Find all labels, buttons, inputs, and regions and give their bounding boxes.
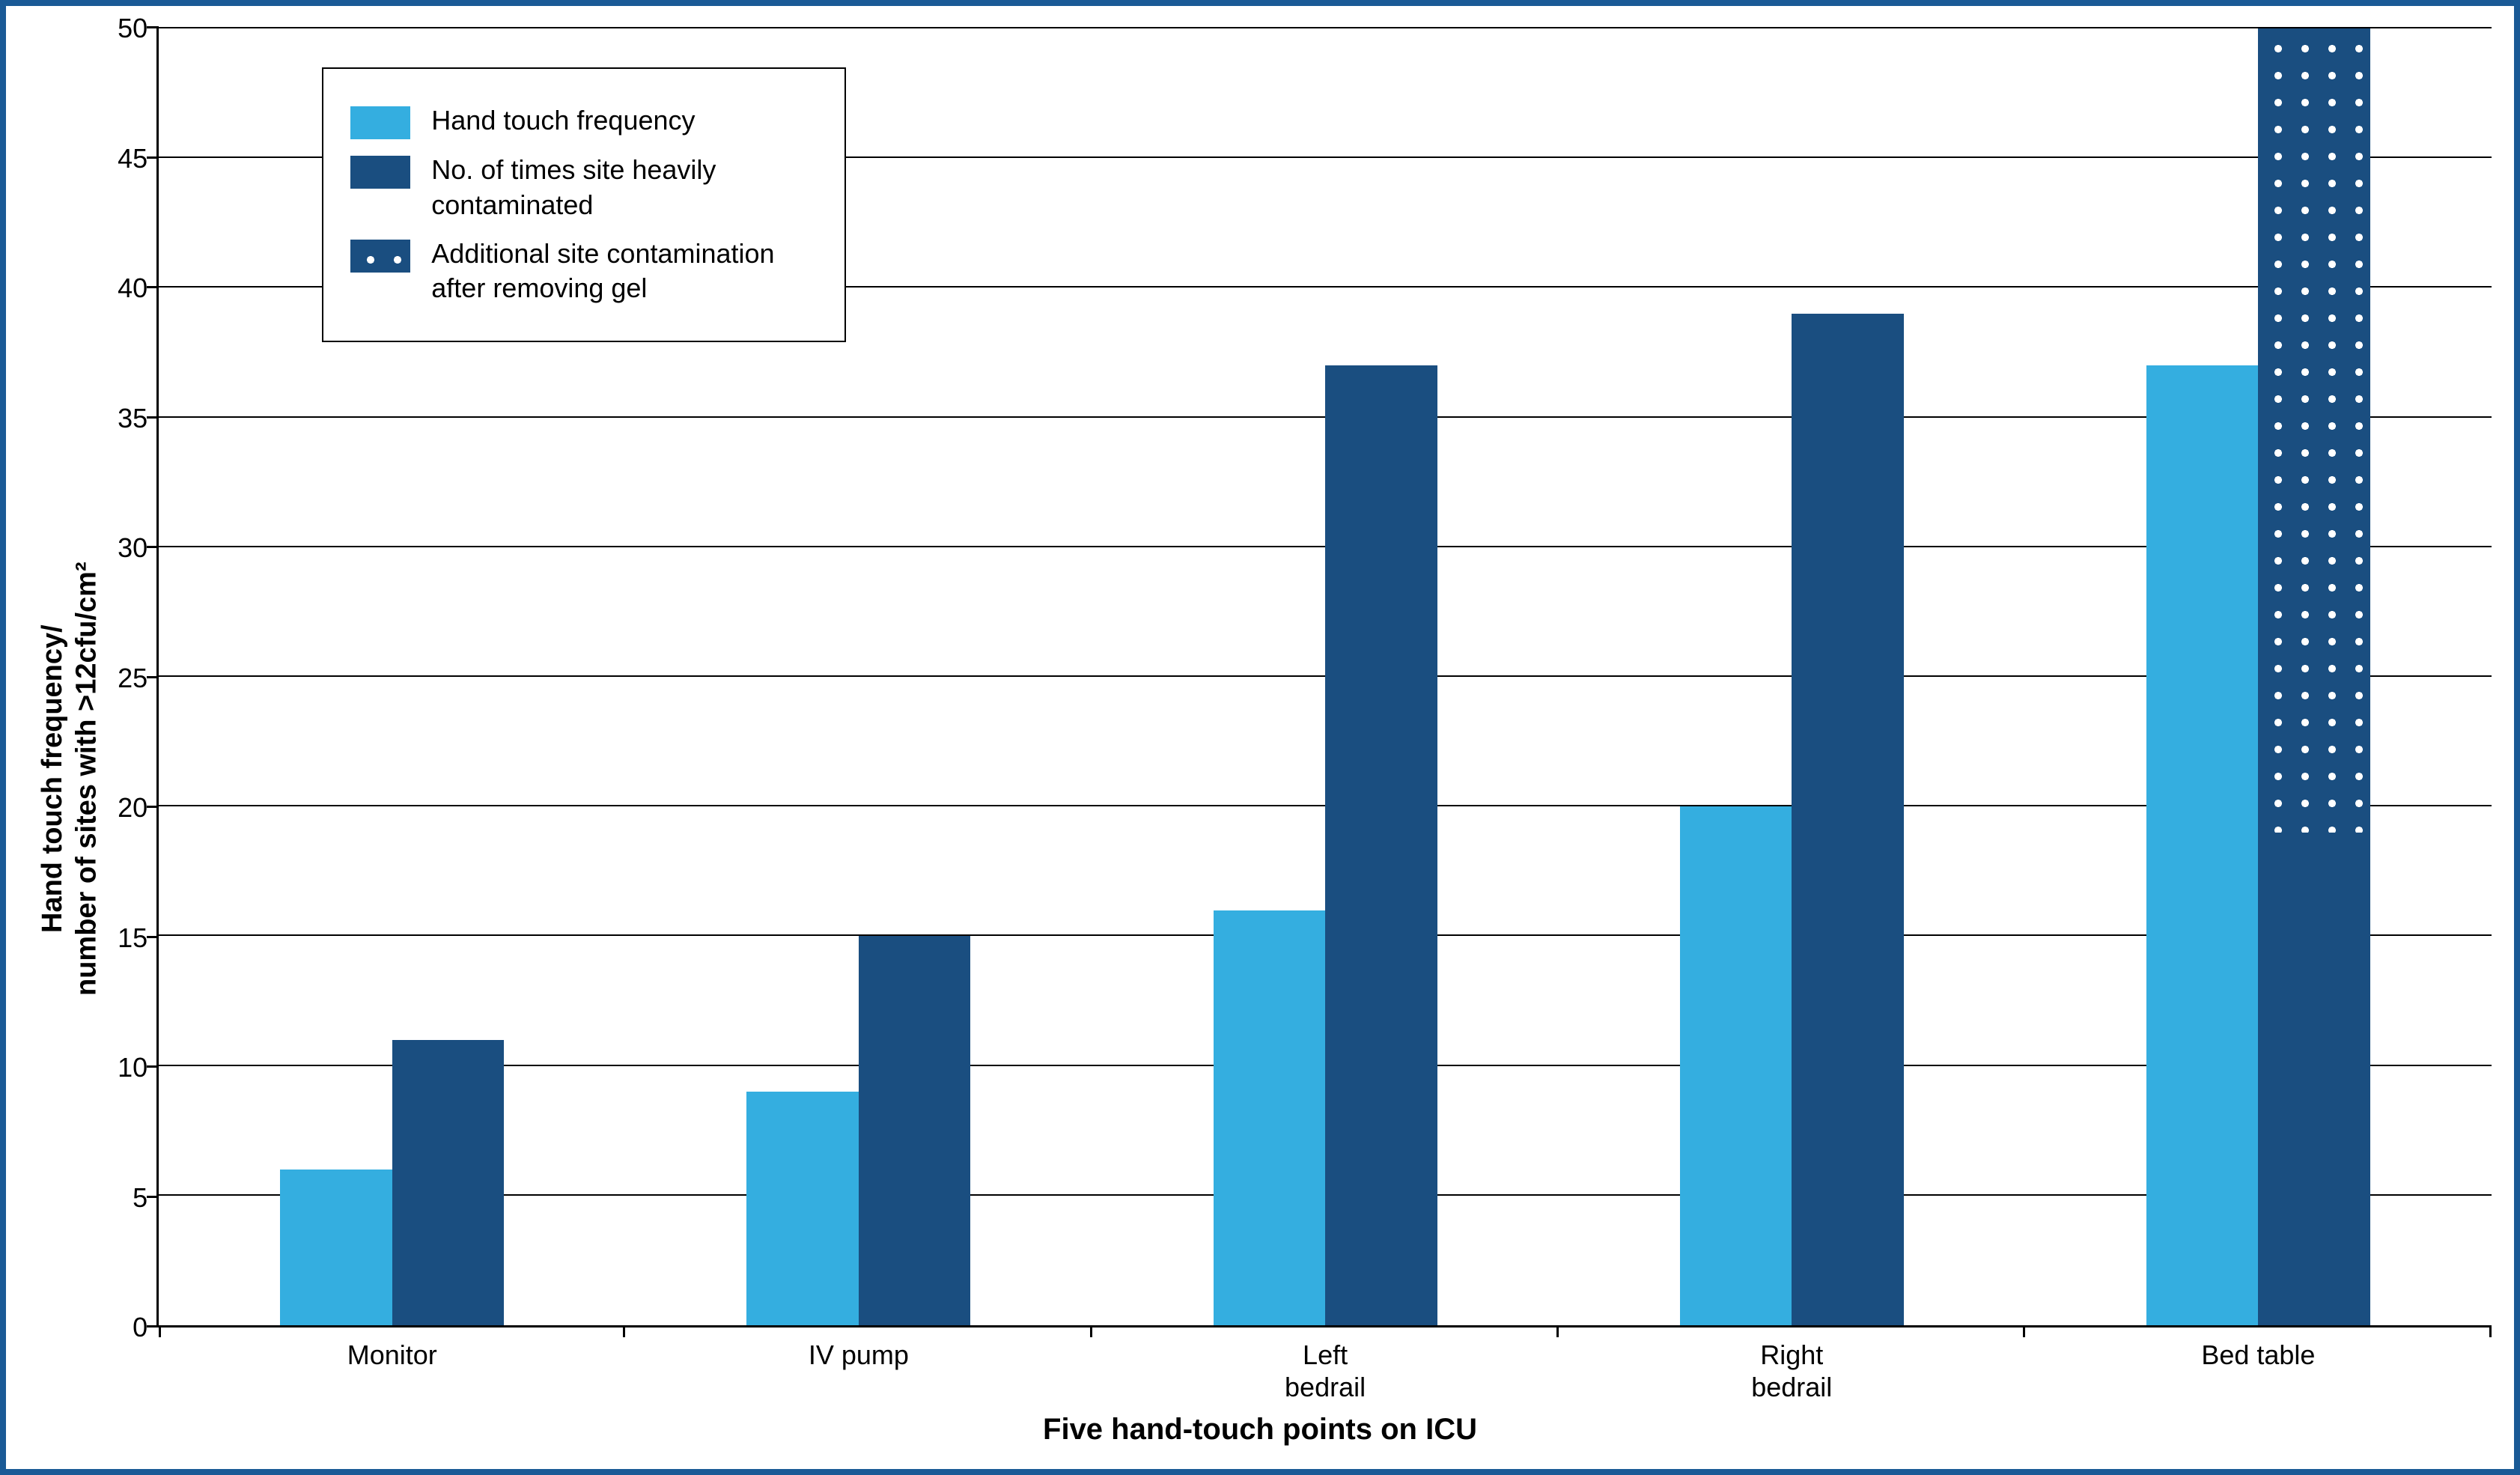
x-tick-label: Rightbedrail bbox=[1559, 1339, 2025, 1403]
bar-heavily_contaminated bbox=[1325, 365, 1437, 1325]
bar-heavily_contaminated bbox=[1792, 314, 1904, 1325]
bar-heavily_contaminated bbox=[2258, 28, 2370, 1325]
y-tick-label: 25 bbox=[118, 663, 147, 694]
plot-area-wrap: Hand touch frequency No. of times site he… bbox=[156, 28, 2492, 1440]
y-tick-label: 35 bbox=[118, 403, 147, 434]
y-tick-label: 30 bbox=[118, 532, 147, 564]
x-tick-label: Bed table bbox=[2025, 1339, 2492, 1403]
y-tick-label: 50 bbox=[118, 13, 147, 44]
bar-hand_touch_freq bbox=[280, 1170, 392, 1325]
bar-hand_touch_freq bbox=[1680, 806, 1792, 1325]
y-axis-ticks: 05101520253035404550 bbox=[104, 28, 156, 1440]
y-tick-label: 40 bbox=[118, 273, 147, 304]
bar-heavily_contaminated bbox=[859, 936, 971, 1325]
bar-group bbox=[2025, 28, 2492, 1325]
plot-area: Hand touch frequency No. of times site he… bbox=[156, 28, 2492, 1328]
legend-label: No. of times site heavily contaminated bbox=[431, 153, 818, 223]
y-tick-label: 45 bbox=[118, 143, 147, 174]
y-tick-label: 0 bbox=[133, 1312, 147, 1343]
legend-label: Hand touch frequency bbox=[431, 103, 695, 139]
bar-group bbox=[1092, 28, 1559, 1325]
y-tick-label: 5 bbox=[133, 1182, 147, 1214]
chart-frame: Hand touch frequency/ number of sites wi… bbox=[0, 0, 2520, 1475]
legend-swatch bbox=[350, 156, 410, 189]
y-axis-title: Hand touch frequency/ number of sites wi… bbox=[28, 28, 104, 1440]
bar-hand_touch_freq bbox=[1214, 910, 1326, 1325]
bar-overlay bbox=[2258, 28, 2370, 833]
legend-swatch bbox=[350, 106, 410, 139]
legend-item: Hand touch frequency bbox=[350, 103, 818, 139]
bar-heavily_contaminated bbox=[392, 1040, 505, 1325]
bar-group bbox=[1559, 28, 2025, 1325]
legend-item: No. of times site heavily contaminated bbox=[350, 153, 818, 223]
x-tick-label: IV pump bbox=[625, 1339, 1092, 1403]
legend-label: Additional site contamination after remo… bbox=[431, 237, 818, 307]
bar-hand_touch_freq bbox=[746, 1092, 859, 1325]
chart-body: Hand touch frequency/ number of sites wi… bbox=[28, 28, 2492, 1440]
y-axis-title-line1: Hand touch frequency/ bbox=[37, 625, 68, 934]
legend-item: Additional site contamination after remo… bbox=[350, 237, 818, 307]
chart-wrap: Hand touch frequency/ number of sites wi… bbox=[28, 28, 2492, 1447]
x-tick-label: Monitor bbox=[159, 1339, 625, 1403]
x-tick-label: Leftbedrail bbox=[1092, 1339, 1559, 1403]
legend-swatch bbox=[350, 240, 410, 273]
bar-hand_touch_freq bbox=[2146, 365, 2259, 1325]
x-axis-labels: MonitorIV pumpLeftbedrailRightbedrailBed… bbox=[159, 1325, 2492, 1403]
legend: Hand touch frequency No. of times site he… bbox=[322, 67, 846, 342]
y-tick-label: 10 bbox=[118, 1052, 147, 1083]
y-tick-label: 15 bbox=[118, 922, 147, 954]
y-tick-label: 20 bbox=[118, 792, 147, 824]
y-axis-title-line2: number of sites with >12cfu/cm² bbox=[71, 562, 103, 997]
